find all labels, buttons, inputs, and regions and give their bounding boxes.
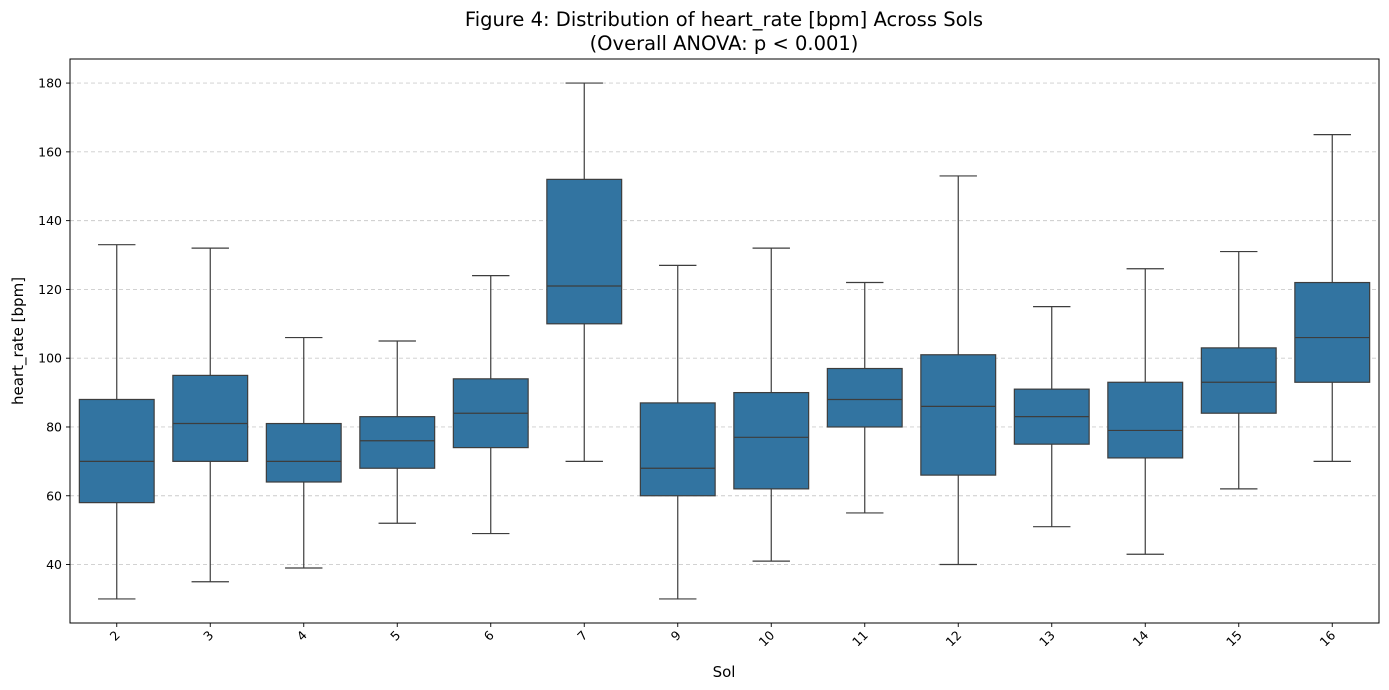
iqr-box [1294,281,1371,383]
y-tick-label: 140 [38,213,62,228]
iqr-box [359,416,436,469]
y-tick-label: 60 [46,488,62,503]
box-sol-4 [265,336,342,569]
iqr-box [1107,381,1184,459]
box-sol-6 [452,275,529,535]
box-sol-7 [546,82,623,462]
x-tick-label: 3 [200,628,216,644]
x-tick-label: 15 [1223,628,1245,650]
x-tick-label: 14 [1130,627,1152,649]
box-sol-10 [733,247,810,562]
y-tick-label: 80 [46,419,62,434]
x-tick-label: 11 [849,628,871,650]
y-tick-label: 40 [46,557,62,572]
x-axis-label: Sol [713,663,736,681]
iqr-box [826,367,903,428]
y-axis-label: heart_rate [bpm] [9,277,28,405]
y-tick-label: 100 [38,351,62,366]
iqr-box [78,398,155,504]
box-sol-5 [359,340,436,524]
iqr-box [733,391,810,490]
y-tick-label: 160 [38,144,62,159]
x-tick-label: 10 [756,627,778,649]
chart-title-line-2: (Overall ANOVA: p < 0.001) [590,32,859,55]
x-tick-label: 4 [294,627,310,643]
iqr-box [546,178,623,325]
x-tick-label: 16 [1317,627,1339,649]
box-sol-14 [1107,268,1184,555]
box-sol-15 [1200,250,1277,490]
plot-frame [69,58,1380,624]
x-tick-label: 13 [1036,628,1058,650]
y-tick-label: 120 [38,282,62,297]
box-sol-13 [1013,306,1090,528]
x-tick-label: 2 [107,628,123,644]
iqr-box [920,354,997,476]
iqr-box [265,422,342,483]
iqr-box [639,402,716,497]
box-sol-11 [826,281,903,514]
iqr-box [1200,347,1277,414]
box-plots [78,82,1371,600]
x-tick-label: 12 [943,628,965,650]
box-sol-16 [1294,134,1371,462]
box-sol-12 [920,175,997,566]
y-tick-label: 180 [38,76,62,91]
chart-title-line-1: Figure 4: Distribution of heart_rate [bp… [465,8,983,31]
x-tick-label: 7 [574,628,590,644]
box-sol-9 [639,264,716,600]
iqr-box [172,374,249,462]
x-tick-label: 6 [481,627,497,643]
x-tick-label: 9 [668,627,684,643]
y-gridlines [70,82,1379,565]
axes: 40 60 80 100 120 140 160 180 2 3 4 5 6 7 9 10 11 12 13 14 15… [38,58,1380,650]
box-sol-3 [172,247,249,583]
x-tick-label: 5 [387,628,403,644]
box-sol-2 [78,244,155,600]
